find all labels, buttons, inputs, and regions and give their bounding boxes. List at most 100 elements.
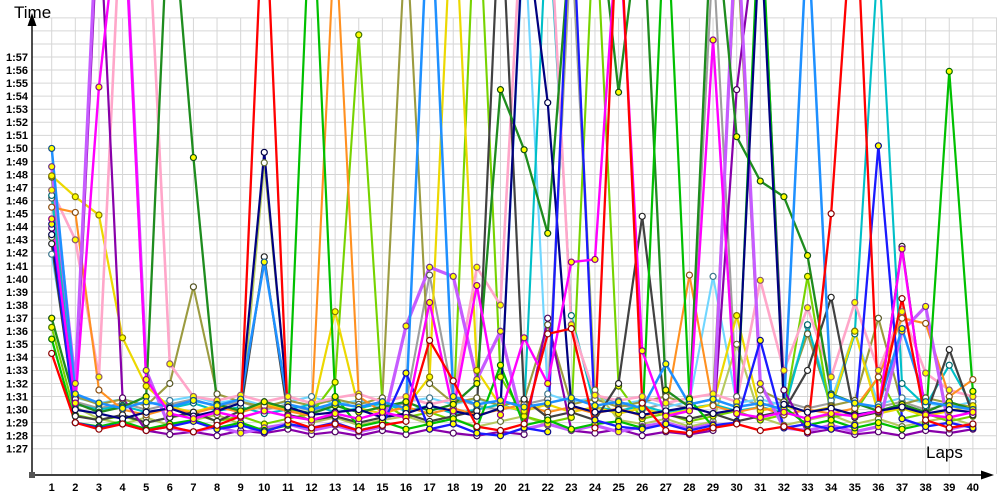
series-line-magenta [50, 0, 975, 422]
x-tick-label: 28 [683, 482, 695, 494]
data-point [378, 408, 386, 416]
data-point [544, 379, 552, 388]
data-point [851, 298, 859, 307]
data-point [827, 416, 835, 424]
data-point [851, 327, 859, 335]
data-point [473, 394, 481, 402]
data-point [662, 426, 670, 435]
y-tick-label: 1:50 [6, 143, 28, 155]
x-tick-label: 23 [565, 482, 577, 494]
data-point [496, 411, 505, 419]
y-tick-label: 1:35 [6, 339, 28, 351]
data-point [520, 395, 528, 403]
data-point [307, 424, 316, 432]
data-point [95, 416, 103, 424]
series-line-darkgray [50, 0, 974, 424]
data-point [189, 428, 198, 436]
data-point [591, 255, 599, 264]
y-tick-label: 1:41 [6, 261, 28, 273]
data-point [591, 416, 599, 424]
y-tick-label: 1:52 [6, 117, 28, 129]
y-tick-label: 1:48 [6, 169, 28, 181]
x-tick-label: 31 [754, 482, 766, 494]
data-point [544, 99, 552, 107]
data-point [71, 379, 79, 388]
data-point [449, 377, 457, 385]
y-tick-label: 1:47 [6, 182, 28, 194]
data-point [544, 321, 552, 329]
data-point [331, 420, 339, 428]
data-point [874, 419, 883, 427]
data-point [827, 373, 835, 381]
data-point [449, 429, 457, 437]
data-point [945, 67, 953, 75]
data-point [567, 402, 575, 410]
data-point [48, 349, 56, 358]
x-tick-label: 22 [542, 482, 554, 494]
data-point [851, 412, 859, 420]
y-axis-tick-labels: 1:271:28 1:291:301:311:321:331:341:351:36… [6, 52, 29, 456]
data-point [756, 177, 764, 185]
data-point [496, 361, 505, 369]
data-point [284, 416, 292, 424]
y-tick-label: 1:55 [6, 78, 28, 90]
data-point [733, 86, 741, 94]
data-point [260, 428, 268, 436]
x-tick-label: 2 [72, 482, 78, 494]
data-point [48, 335, 56, 343]
data-point [827, 409, 835, 418]
series-line-lightblue [50, 0, 974, 409]
y-tick-label: 1:44 [6, 222, 29, 234]
data-point [189, 396, 198, 405]
data-point [922, 416, 930, 424]
data-point [827, 210, 835, 218]
data-point [71, 419, 79, 427]
data-point [780, 193, 788, 201]
data-point [473, 281, 481, 290]
data-point [851, 399, 859, 407]
x-tick-label: 8 [214, 482, 220, 494]
data-point [284, 392, 292, 401]
series-line-navy [50, 0, 974, 420]
data-point [851, 421, 859, 429]
data-point [71, 399, 79, 407]
data-point [520, 146, 528, 154]
data-point [898, 295, 906, 303]
data-point [331, 428, 339, 436]
data-point [213, 390, 221, 398]
data-point [496, 417, 505, 425]
x-tick-label: 9 [238, 482, 244, 494]
data-point [426, 402, 434, 410]
y-tick-label: 1:51 [6, 130, 28, 142]
data-point [426, 298, 434, 307]
y-tick-label: 1:43 [6, 235, 28, 247]
data-point [189, 415, 198, 423]
data-point [237, 399, 245, 407]
data-point [331, 399, 339, 407]
y-tick-label: 1:56 [6, 65, 28, 77]
data-point [756, 413, 764, 422]
data-point [638, 212, 646, 220]
data-point [662, 420, 670, 428]
data-point [638, 399, 646, 407]
data-point [544, 428, 552, 436]
data-point [48, 163, 56, 171]
data-point [71, 406, 79, 414]
data-point [544, 229, 552, 237]
data-point [969, 375, 977, 384]
x-tick-label: 34 [825, 482, 838, 494]
data-point [898, 403, 906, 411]
data-point [567, 394, 575, 402]
data-point [827, 293, 835, 301]
data-point [284, 403, 292, 411]
x-tick-label: 29 [707, 482, 719, 494]
data-point [48, 314, 56, 322]
data-point [709, 402, 717, 410]
data-point [48, 250, 56, 258]
data-point [898, 379, 906, 388]
data-point [166, 409, 174, 418]
data-point [402, 369, 410, 377]
y-tick-label: 1:57 [6, 52, 28, 64]
x-tick-label: 37 [896, 482, 908, 494]
data-point [237, 412, 245, 420]
